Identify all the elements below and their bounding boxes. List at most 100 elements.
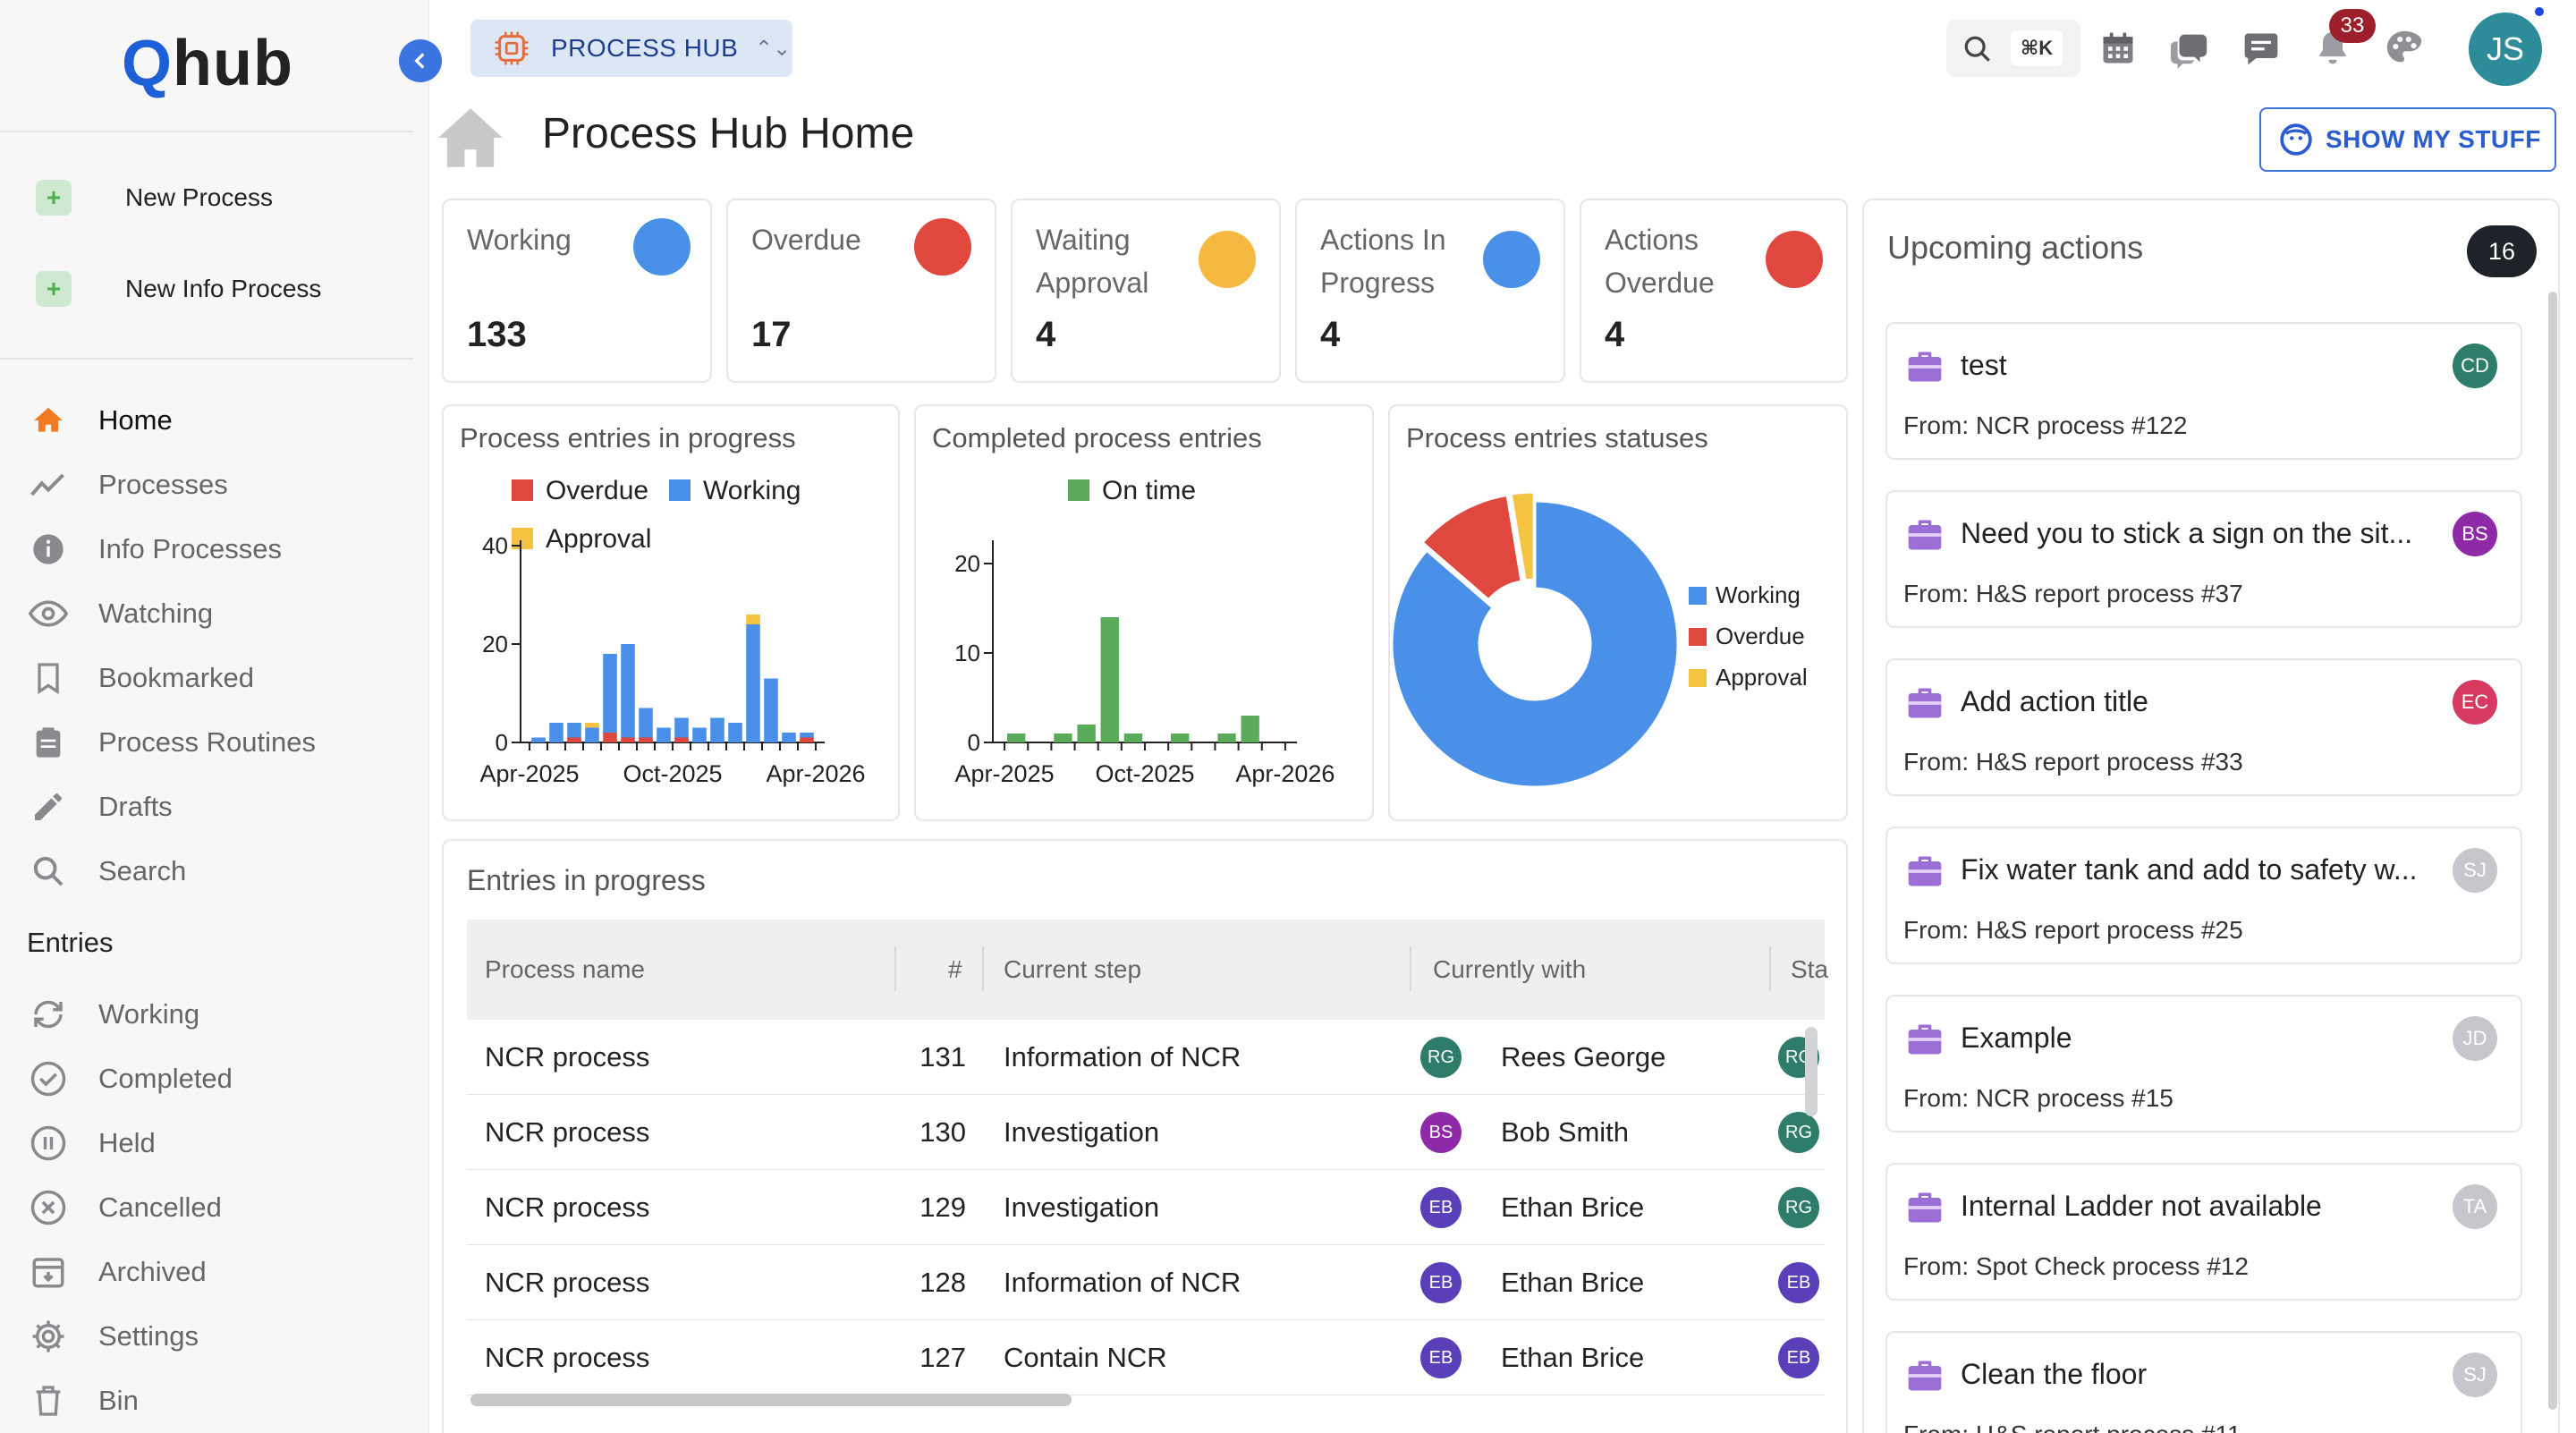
- action-title: test: [1961, 349, 2007, 381]
- action-card[interactable]: Example From: NCR process #15 JD: [1885, 995, 2522, 1132]
- column-header-status[interactable]: Sta: [1791, 955, 1829, 983]
- action-card[interactable]: Fix water tank and add to safety w... Fro…: [1885, 827, 2522, 964]
- calendar-button[interactable]: [2095, 25, 2141, 72]
- bar: [746, 624, 760, 742]
- action-card[interactable]: test From: NCR process #122 CD: [1885, 322, 2522, 460]
- y-tick-label: 20: [954, 550, 980, 577]
- nav-held[interactable]: Held: [0, 1116, 429, 1170]
- cell-process-name: NCR process: [485, 1267, 650, 1298]
- nav-info-processes[interactable]: Info Processes: [0, 522, 429, 576]
- column-header-current-step[interactable]: Current step: [1004, 955, 1142, 983]
- column-divider: [1410, 946, 1411, 991]
- theme-palette-button[interactable]: [2381, 25, 2428, 72]
- cell-number: 129: [919, 1191, 966, 1223]
- bar: [674, 737, 689, 742]
- nav-processes[interactable]: Processes: [0, 458, 429, 512]
- legend-swatch: [1689, 628, 1707, 646]
- y-tick-label: 40: [482, 532, 508, 559]
- nav-bin[interactable]: Bin: [0, 1374, 429, 1428]
- action-title: Fix water tank and add to safety w...: [1961, 853, 2418, 886]
- cell-currently-with: Ethan Brice: [1501, 1191, 1645, 1223]
- chat-bubbles-button[interactable]: [2166, 25, 2213, 72]
- collapse-sidebar-button[interactable]: [399, 39, 442, 82]
- stat-card-waiting-approval[interactable]: Waiting Approval 4: [1011, 199, 1281, 383]
- action-card[interactable]: Internal Ladder not available From: Spot …: [1885, 1163, 2522, 1301]
- column-header-process-name[interactable]: Process name: [485, 955, 645, 983]
- action-source: From: H&S report process #25: [1903, 916, 2243, 944]
- bar: [585, 723, 599, 728]
- new-info-process-button[interactable]: + New Info Process: [36, 268, 321, 309]
- global-search-button[interactable]: ⌘K: [1946, 20, 2080, 77]
- stat-label: Actions Overdue: [1605, 224, 1715, 299]
- hub-selector[interactable]: PROCESS HUB ⌃⌄: [470, 20, 792, 77]
- table-vertical-scrollbar[interactable]: [1805, 1027, 1818, 1116]
- assignee-avatar: JD: [2453, 1016, 2497, 1061]
- shortcut-hint: ⌘K: [2011, 30, 2063, 66]
- bookmark-icon: [29, 658, 68, 698]
- table-row[interactable]: NCR process 130 Investigation BS Bob Smith RG: [467, 1095, 1825, 1170]
- qhub-logo[interactable]: Qhub: [122, 28, 293, 99]
- chevron-left-icon: [414, 53, 425, 69]
- table-row[interactable]: NCR process 131 Information of NCR RG Rees G…: [467, 1020, 1825, 1095]
- stat-label: Actions In Progress: [1320, 224, 1446, 299]
- show-my-stuff-button[interactable]: SHOW MY STUFF: [2259, 107, 2556, 172]
- stat-label: Waiting Approval: [1036, 224, 1149, 299]
- home-icon: [438, 108, 503, 167]
- x-tick-label: Apr-2025: [955, 760, 1055, 787]
- column-header-number[interactable]: #: [948, 955, 962, 983]
- check-circle-icon: [29, 1059, 68, 1098]
- y-tick-label: 20: [482, 631, 508, 657]
- stat-card-actions-overdue[interactable]: Actions Overdue 4: [1580, 199, 1848, 383]
- status-avatar: EB: [1778, 1262, 1819, 1303]
- briefcase-icon: [1908, 1192, 1942, 1223]
- messages-button[interactable]: [2238, 25, 2284, 72]
- action-card[interactable]: Clean the floor From: H&S report process …: [1885, 1331, 2522, 1433]
- briefcase-icon: [1908, 856, 1942, 886]
- stat-card-overdue[interactable]: Overdue 17: [726, 199, 996, 383]
- chart-card-completed: Completed process entries On time 0 10 20 Ap…: [914, 404, 1374, 821]
- plus-icon: +: [36, 180, 72, 216]
- legend-swatch: [512, 479, 533, 501]
- nav-archived[interactable]: Archived: [0, 1245, 429, 1299]
- nav-home[interactable]: Home: [0, 394, 429, 447]
- nav-settings[interactable]: Settings: [0, 1310, 429, 1363]
- table-row[interactable]: NCR process 129 Investigation EB Ethan Brice…: [467, 1170, 1825, 1245]
- table-horizontal-scrollbar[interactable]: [470, 1394, 1072, 1406]
- status-avatar: EB: [1778, 1337, 1819, 1378]
- upcoming-scrollbar[interactable]: [2548, 292, 2557, 1410]
- action-source: From: Spot Check process #12: [1903, 1252, 2249, 1280]
- online-indicator: [2533, 5, 2546, 18]
- nav-watching[interactable]: Watching: [0, 587, 429, 640]
- bar: [621, 737, 635, 742]
- user-avatar[interactable]: JS: [2469, 13, 2542, 86]
- avatar: EB: [1420, 1187, 1462, 1228]
- x-tick-label: Apr-2026: [1235, 760, 1335, 787]
- nav-bookmarked[interactable]: Bookmarked: [0, 651, 429, 705]
- stat-card-working[interactable]: Working 133: [442, 199, 712, 383]
- bar: [639, 737, 653, 742]
- bar: [800, 737, 814, 742]
- stat-card-actions-in-progress[interactable]: Actions In Progress 4: [1295, 199, 1565, 383]
- nav-search[interactable]: Search: [0, 844, 429, 898]
- notification-count-badge: 33: [2329, 9, 2376, 43]
- nav-drafts[interactable]: Drafts: [0, 780, 429, 834]
- briefcase-icon: [1908, 1024, 1942, 1055]
- bar: [1241, 716, 1259, 742]
- new-process-button[interactable]: + New Process: [36, 177, 273, 218]
- table-row[interactable]: NCR process 127 Contain NCR EB Ethan Brice EB: [467, 1320, 1825, 1395]
- table-row[interactable]: NCR process 128 Information of NCR EB Ethan …: [467, 1245, 1825, 1320]
- action-card[interactable]: Add action title From: H&S report process…: [1885, 658, 2522, 796]
- nav-completed[interactable]: Completed: [0, 1052, 429, 1106]
- nav-working[interactable]: Working: [0, 988, 429, 1041]
- search-icon: [29, 852, 68, 891]
- cell-current-step: Information of NCR: [1004, 1041, 1241, 1073]
- entries-in-progress-panel: Entries in progress Process name # Curre…: [442, 839, 1848, 1433]
- legend-swatch: [1068, 479, 1089, 501]
- assignee-avatar: BS: [2453, 512, 2497, 556]
- action-card[interactable]: Need you to stick a sign on the sit... Fr…: [1885, 490, 2522, 628]
- nav-cancelled[interactable]: Cancelled: [0, 1181, 429, 1234]
- action-title: Need you to stick a sign on the sit...: [1961, 517, 2413, 549]
- column-header-currently-with[interactable]: Currently with: [1433, 955, 1587, 983]
- bar: [800, 733, 814, 738]
- nav-process-routines[interactable]: Process Routines: [0, 716, 429, 769]
